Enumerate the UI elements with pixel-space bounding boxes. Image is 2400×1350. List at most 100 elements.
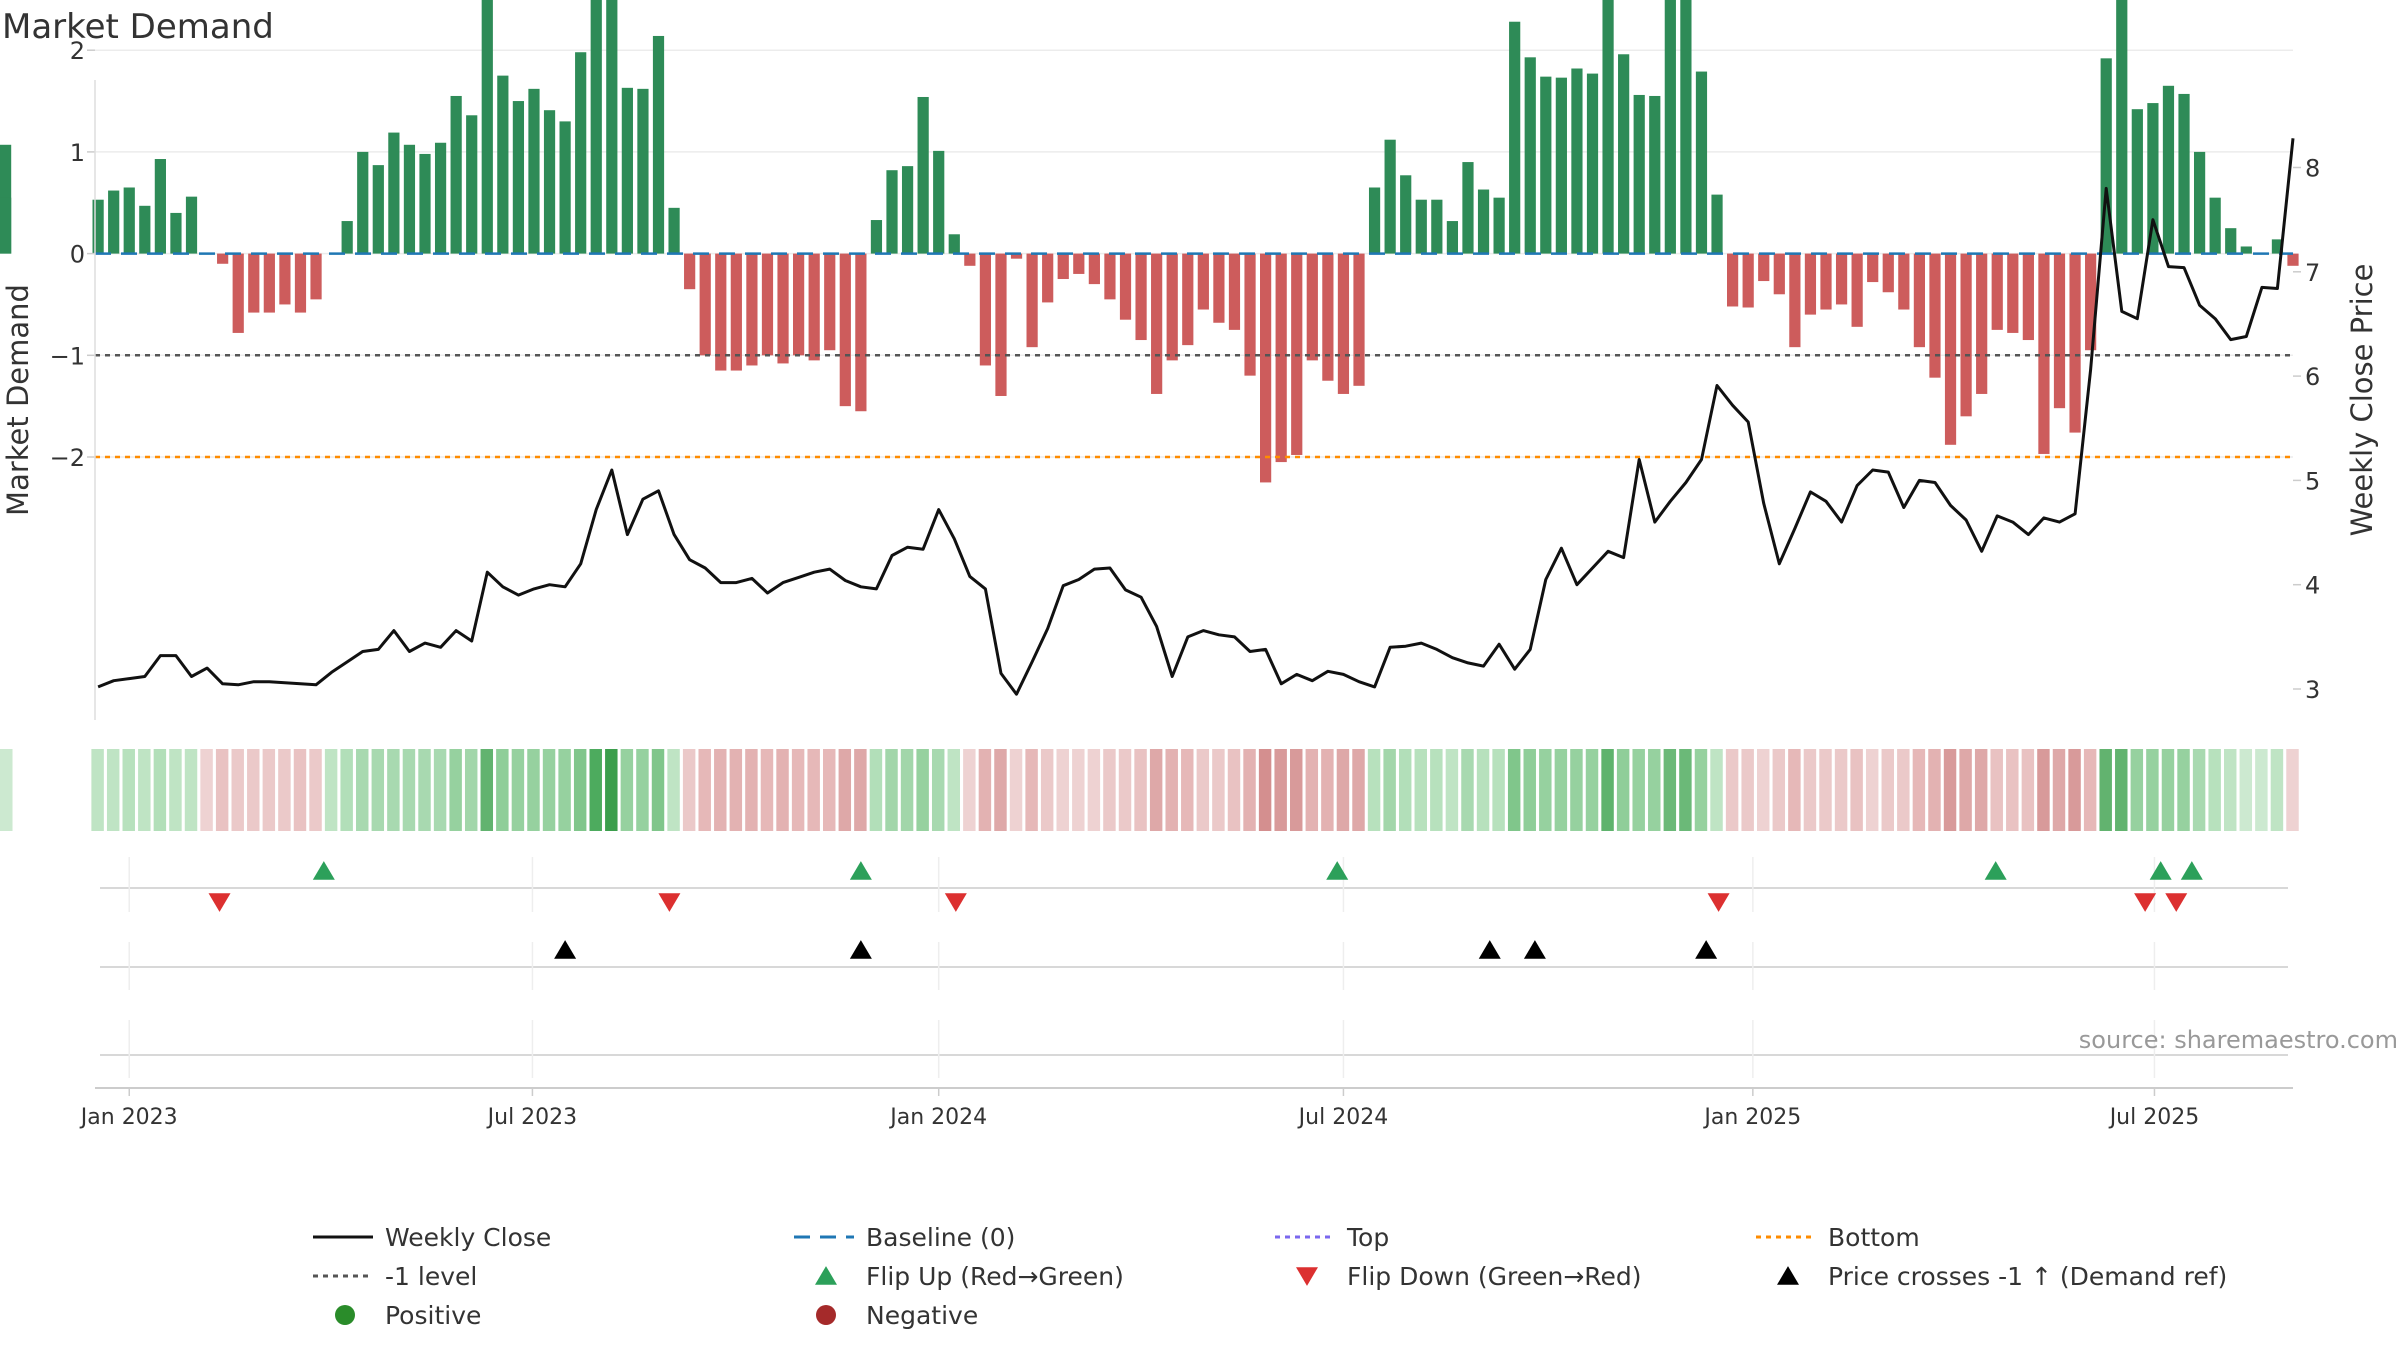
price-cross-marker (849, 940, 872, 959)
strip-cell (1181, 749, 1194, 831)
demand-bar-positive (497, 75, 509, 254)
strip-cell (1959, 749, 1972, 831)
demand-bar-positive (1384, 139, 1396, 254)
demand-bar-negative (294, 253, 307, 313)
strip-cell (1040, 749, 1054, 831)
strip-cell (1554, 749, 1568, 831)
strip-cell (262, 749, 276, 831)
legend-swatch-triangle-up (815, 1266, 837, 1285)
strip-cell (464, 749, 478, 831)
strip-cell (200, 749, 213, 831)
strip-cell (682, 749, 696, 831)
demand-bar-negative (1944, 253, 1957, 445)
demand-bar-positive (590, 0, 602, 254)
demand-bar-positive (1368, 187, 1381, 254)
strip-cell (542, 749, 556, 831)
demand-bar-negative (855, 253, 867, 412)
demand-bar-positive (1415, 199, 1427, 254)
legend-label: Weekly Close (385, 1223, 551, 1252)
signal-markers (100, 857, 2288, 1078)
demand-bar-positive (948, 234, 960, 254)
demand-bars (0, 0, 2299, 483)
legend: Weekly Close Baseline (0) Top Bottom -1 leve… (313, 1223, 2227, 1330)
strip-cell (418, 749, 431, 831)
flip-up-marker (312, 861, 335, 880)
strip-cell (278, 749, 291, 831)
strip-cell (1305, 749, 1319, 831)
strip-cell (2239, 749, 2253, 831)
demand-bar-positive (652, 35, 665, 254)
strip-cell (1507, 749, 1521, 831)
strip-cell (231, 749, 244, 831)
demand-bar-positive (2225, 228, 2237, 254)
legend-swatch-triangle-up (1777, 1266, 1799, 1285)
demand-bar-positive (1586, 73, 1599, 254)
strip-cell (324, 749, 338, 831)
strip-cell (1149, 749, 1163, 831)
x-tick-label: Jan 2025 (1702, 1105, 1801, 1130)
demand-bar-positive (170, 212, 182, 254)
demand-bar-negative (1898, 253, 1910, 310)
y-tick-label-left: −1 (50, 342, 85, 370)
demand-bar-negative (1260, 253, 1272, 483)
y-tick-label-left: 1 (70, 139, 85, 167)
demand-bar-positive (92, 199, 104, 254)
demand-bar-negative (310, 253, 322, 300)
strip-cell (480, 749, 494, 831)
demand-bar-positive (2178, 93, 2190, 254)
weekly-close-series (97, 138, 2295, 696)
flip-down-marker (2165, 893, 2188, 912)
demand-bar-positive (1540, 76, 1552, 254)
strip-cell (138, 749, 151, 831)
demand-bar-positive (341, 221, 353, 254)
demand-bar-negative (1244, 253, 1256, 376)
strip-cell (1461, 749, 1474, 831)
strip-cell (2161, 749, 2175, 831)
demand-bar-negative (1337, 253, 1350, 394)
demand-bar-positive (1633, 94, 1645, 254)
y-tick-label-right: 6 (2305, 363, 2320, 391)
legend-swatch-circle (335, 1305, 355, 1325)
demand-bar-negative (1228, 253, 1241, 330)
demand-bar-negative (1322, 253, 1334, 381)
demand-bar-negative (1353, 253, 1365, 386)
strip-cell (1788, 749, 1801, 831)
legend-swatch-triangle-down (1296, 1267, 1318, 1286)
demand-bar-negative (1042, 253, 1054, 303)
strip-cell (916, 749, 929, 831)
demand-bar-negative (1057, 253, 1069, 280)
y-tick-label-left: 2 (70, 37, 85, 65)
demand-bar-positive (403, 144, 416, 254)
price-cross-marker (1523, 940, 1546, 959)
strip-cell (2177, 749, 2190, 831)
demand-bar-negative (730, 253, 742, 371)
strip-cell (1165, 749, 1178, 831)
x-tick-label: Jan 2023 (79, 1105, 178, 1130)
demand-bar-positive (0, 197, 12, 254)
demand-bar-positive (528, 88, 540, 254)
strip-cell (511, 749, 525, 831)
legend-label: Flip Down (Green→Red) (1347, 1262, 1642, 1291)
demand-bar-negative (839, 253, 851, 407)
price-cross-marker (1478, 940, 1501, 959)
demand-bar-positive (1431, 199, 1443, 254)
demand-bar-positive (434, 142, 447, 254)
demand-bar-negative (1010, 253, 1023, 259)
demand-bar-negative (715, 253, 727, 371)
strip-cell (1648, 749, 1661, 831)
demand-bar-positive (621, 87, 633, 254)
strip-cell (1445, 749, 1459, 831)
strip-cell (838, 749, 852, 831)
strip-cell (745, 749, 758, 831)
legend-label: Baseline (0) (866, 1223, 1015, 1252)
price-cross-marker (554, 940, 577, 959)
demand-bar-negative (1742, 253, 1754, 308)
demand-bar-negative (232, 253, 244, 333)
y-tick-label-right: 7 (2305, 259, 2320, 287)
demand-bar-positive (2100, 58, 2112, 254)
demand-bar-negative (248, 253, 260, 313)
strip-cell (1367, 749, 1381, 831)
strip-cell (2146, 749, 2159, 831)
x-axis: Jan 2023 Jul 2023 Jan 2024 Jul 2024 Jan 2025… (79, 1087, 2293, 1130)
strip-cell (1336, 749, 1350, 831)
